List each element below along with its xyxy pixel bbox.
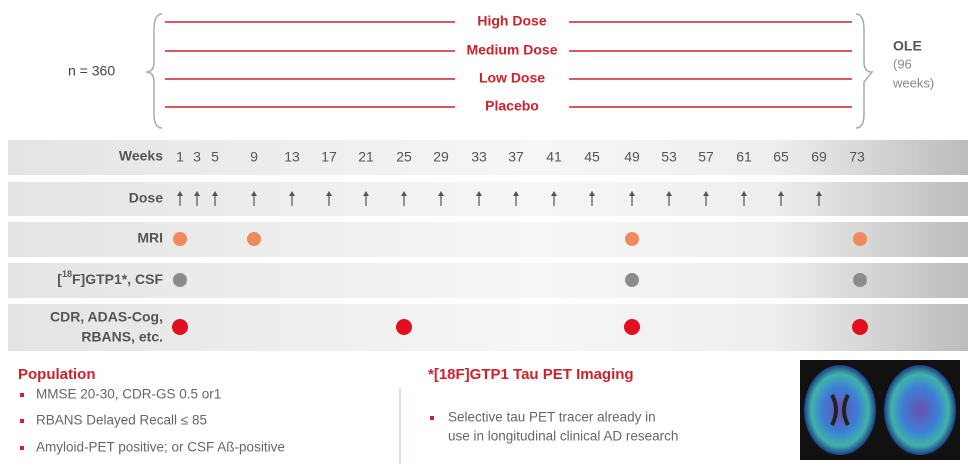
row-band	[8, 304, 968, 351]
week-label: 5	[211, 149, 219, 165]
week-label: 53	[661, 149, 677, 165]
population-list: MMSE 20-30, CDR-GS 0.5 or1 RBANS Delayed …	[20, 387, 285, 455]
week-label: 45	[584, 149, 600, 165]
row-label: RBANS, etc.	[81, 329, 163, 345]
visit-dot	[624, 319, 640, 335]
row-band	[8, 222, 968, 257]
label-bg	[455, 98, 569, 116]
week-label: 25	[396, 149, 412, 165]
week-label: 57	[698, 149, 714, 165]
bullet	[430, 416, 434, 420]
dose-arrowhead	[326, 191, 332, 196]
arm-label: Medium Dose	[466, 42, 557, 58]
dose-arrowhead	[289, 191, 295, 196]
imaging-text: Selective tau PET tracer already in	[448, 410, 656, 425]
dose-arrowhead	[401, 191, 407, 196]
week-label: 1	[176, 149, 184, 165]
arm-label: High Dose	[477, 13, 546, 29]
dose-arrowhead	[513, 191, 519, 196]
row-label: [18F]GTP1*, CSF	[57, 269, 163, 286]
weeks: 1 3 5 9 13 17 21 25 29 33 37 41 45 49 53 57 61 65 69 73	[176, 149, 865, 206]
dose-arrowhead	[816, 191, 822, 196]
week-label: 17	[321, 149, 337, 165]
population-heading: Population	[18, 366, 96, 383]
row-label: MRI	[137, 230, 163, 246]
row-band	[8, 182, 968, 216]
week-label: 37	[508, 149, 524, 165]
ole-duration: weeks)	[892, 75, 934, 90]
row-band	[8, 140, 968, 175]
ole-duration: (96	[893, 56, 912, 71]
left-brace	[145, 13, 163, 129]
arm-label: Low Dose	[479, 70, 545, 86]
visit-dot	[247, 232, 261, 246]
population-item: MMSE 20-30, CDR-GS 0.5 or1	[36, 387, 221, 402]
visit-dot	[172, 319, 188, 335]
week-label: 65	[773, 149, 789, 165]
visit-dot	[853, 273, 867, 287]
label-bg	[455, 42, 569, 60]
row-label: CDR, ADAS-Cog,	[50, 309, 163, 325]
visit-dot	[853, 232, 867, 246]
arm-label: Placebo	[485, 98, 539, 114]
superscript: 18	[62, 269, 72, 279]
visit-dot	[173, 273, 187, 287]
week-label: 41	[546, 149, 562, 165]
arms: High Dose Medium Dose Low Dose Placebo	[165, 13, 852, 116]
label-bg	[455, 13, 569, 31]
week-label: 49	[624, 149, 640, 165]
population-item: Amyloid-PET positive; or CSF Aß-positive	[36, 440, 285, 455]
label-part: [	[57, 271, 62, 287]
dose-arrowhead	[212, 191, 218, 196]
week-label: 13	[284, 149, 300, 165]
visit-dot	[625, 232, 639, 246]
dose-arrowhead	[438, 191, 444, 196]
row-label: Dose	[129, 190, 163, 206]
enrollment: n = 360	[68, 63, 115, 79]
right-brace	[855, 13, 874, 129]
dose-arrowhead	[589, 191, 595, 196]
ventricles	[830, 394, 850, 426]
dose-arrowhead	[194, 191, 200, 196]
imaging-text: use in longitudinal clinical AD research	[448, 429, 678, 444]
dose-arrowhead	[551, 191, 557, 196]
visit-dot	[625, 273, 639, 287]
row-label: Weeks	[119, 148, 163, 164]
week-label: 9	[250, 149, 258, 165]
ole-label: OLE	[893, 38, 922, 54]
week-label: 29	[433, 149, 449, 165]
visit-dot	[173, 232, 187, 246]
week-label: 33	[471, 149, 487, 165]
bullet	[20, 419, 24, 423]
brain-scan	[804, 365, 876, 455]
week-label: 73	[849, 149, 865, 165]
week-label: 61	[736, 149, 752, 165]
dose-arrowhead	[363, 191, 369, 196]
dose-arrowhead	[476, 191, 482, 196]
label-bg	[455, 70, 569, 88]
dose-arrowhead	[741, 191, 747, 196]
label-part: F]GTP1*, CSF	[72, 271, 163, 287]
week-label: 3	[193, 149, 201, 165]
mri-visits	[173, 232, 867, 246]
week-label: 69	[811, 149, 827, 165]
visit-dot	[852, 319, 868, 335]
bullet	[20, 393, 24, 397]
bullet	[20, 446, 24, 450]
imaging-heading: *[18F]GTP1 Tau PET Imaging	[428, 366, 634, 383]
visit-dot	[396, 319, 412, 335]
dose-arrowhead	[629, 191, 635, 196]
dose-arrowhead	[251, 191, 257, 196]
clinical-visits	[172, 319, 868, 335]
dose-arrowhead	[666, 191, 672, 196]
pet-visits	[173, 273, 867, 287]
week-label: 21	[358, 149, 374, 165]
brain-scan	[884, 365, 956, 455]
dose-arrowhead	[177, 191, 183, 196]
row-band	[8, 263, 968, 298]
population-item: RBANS Delayed Recall ≤ 85	[36, 413, 207, 428]
dose-arrowhead	[703, 191, 709, 196]
dose-arrowhead	[778, 191, 784, 196]
